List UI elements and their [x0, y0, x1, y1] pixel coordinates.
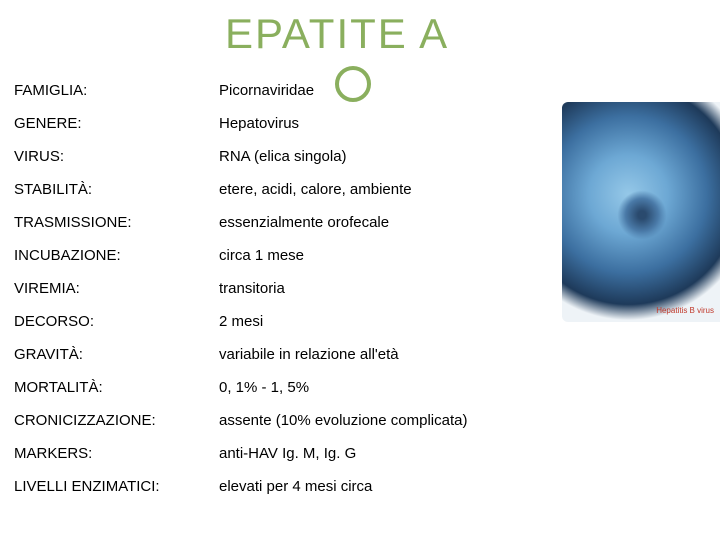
table-row: LIVELLI ENZIMATICI:elevati per 4 mesi ci…: [14, 470, 554, 503]
table-row: CRONICIZZAZIONE:assente (10% evoluzione …: [14, 404, 554, 437]
property-value: essenzialmente orofecale: [219, 214, 389, 231]
table-row: MARKERS:anti-HAV Ig. M, Ig. G: [14, 437, 554, 470]
property-label: VIRUS:: [14, 148, 219, 165]
table-row: VIRUS:RNA (elica singola): [14, 140, 554, 173]
property-label: DECORSO:: [14, 313, 219, 330]
table-row: INCUBAZIONE:circa 1 mese: [14, 239, 554, 272]
property-label: VIREMIA:: [14, 280, 219, 297]
property-label: INCUBAZIONE:: [14, 247, 219, 264]
property-label: MARKERS:: [14, 445, 219, 462]
property-value: elevati per 4 mesi circa: [219, 478, 372, 495]
property-label: MORTALITÀ:: [14, 379, 219, 396]
property-value: transitoria: [219, 280, 285, 297]
property-value: Picornaviridae: [219, 82, 314, 99]
virus-illustration: [562, 102, 720, 322]
property-value: etere, acidi, calore, ambiente: [219, 181, 412, 198]
property-label: TRASMISSIONE:: [14, 214, 219, 231]
table-row: TRASMISSIONE:essenzialmente orofecale: [14, 206, 554, 239]
property-value: 2 mesi: [219, 313, 263, 330]
properties-table: FAMIGLIA:PicornaviridaeGENERE:Hepatoviru…: [14, 74, 554, 503]
table-row: GRAVITÀ:variabile in relazione all'età: [14, 338, 554, 371]
slide-title: EPATITE A: [225, 10, 449, 58]
property-value: Hepatovirus: [219, 115, 299, 132]
table-row: DECORSO:2 mesi: [14, 305, 554, 338]
property-value: assente (10% evoluzione complicata): [219, 412, 467, 429]
property-value: RNA (elica singola): [219, 148, 347, 165]
property-label: GRAVITÀ:: [14, 346, 219, 363]
table-row: FAMIGLIA:Picornaviridae: [14, 74, 554, 107]
property-value: variabile in relazione all'età: [219, 346, 399, 363]
table-row: GENERE:Hepatovirus: [14, 107, 554, 140]
property-label: GENERE:: [14, 115, 219, 132]
property-label: LIVELLI ENZIMATICI:: [14, 478, 219, 495]
property-value: circa 1 mese: [219, 247, 304, 264]
table-row: VIREMIA:transitoria: [14, 272, 554, 305]
property-label: FAMIGLIA:: [14, 82, 219, 99]
property-value: 0, 1% - 1, 5%: [219, 379, 309, 396]
property-label: STABILITÀ:: [14, 181, 219, 198]
table-row: MORTALITÀ:0, 1% - 1, 5%: [14, 371, 554, 404]
property-label: CRONICIZZAZIONE:: [14, 412, 219, 429]
table-row: STABILITÀ:etere, acidi, calore, ambiente: [14, 173, 554, 206]
property-value: anti-HAV Ig. M, Ig. G: [219, 445, 356, 462]
